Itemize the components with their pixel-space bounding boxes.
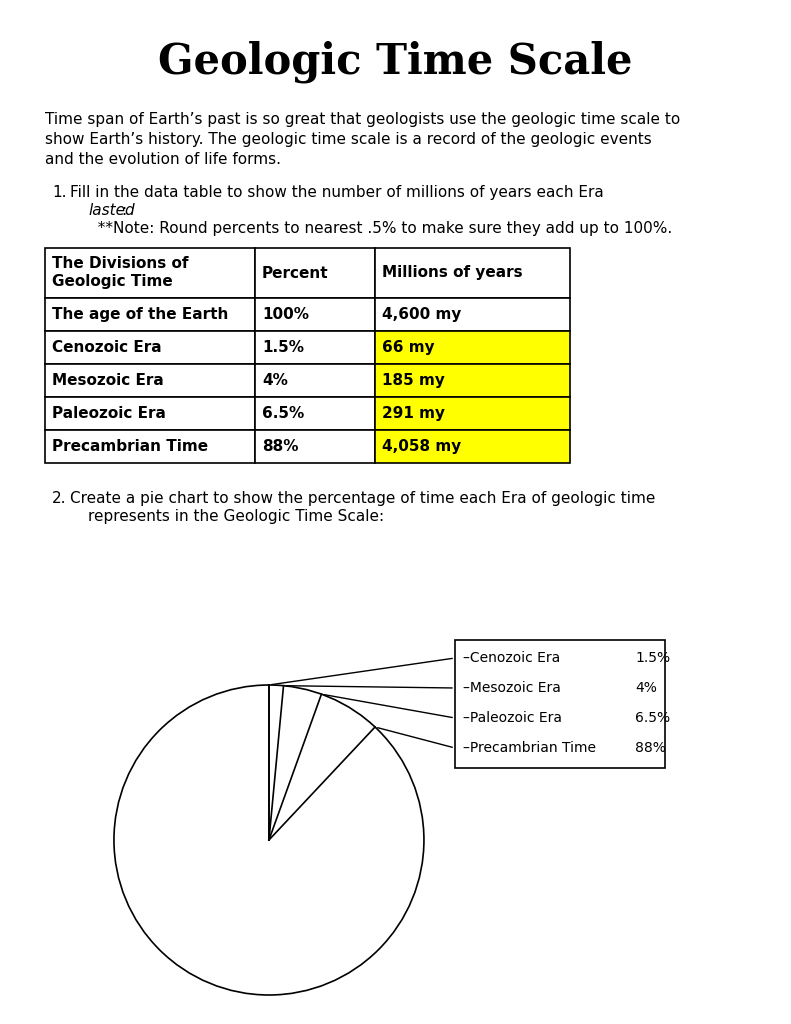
- Text: lasted: lasted: [88, 203, 134, 218]
- Text: 291 my: 291 my: [382, 406, 445, 421]
- Bar: [255, 331, 375, 364]
- Text: and the evolution of life forms.: and the evolution of life forms.: [45, 152, 281, 167]
- Bar: [375, 397, 570, 430]
- Bar: [255, 248, 375, 298]
- Bar: [375, 248, 570, 298]
- Text: Percent: Percent: [262, 265, 328, 281]
- Text: Create a pie chart to show the percentage of time each Era of geologic time: Create a pie chart to show the percentag…: [70, 490, 656, 506]
- Bar: [45, 248, 255, 298]
- Text: represents in the Geologic Time Scale:: represents in the Geologic Time Scale:: [88, 509, 384, 524]
- Text: 2.: 2.: [52, 490, 66, 506]
- Text: 1.5%: 1.5%: [635, 651, 670, 665]
- Text: show Earth’s history. The geologic time scale is a record of the geologic events: show Earth’s history. The geologic time …: [45, 132, 652, 147]
- Text: **Note: Round percents to nearest .5% to make sure they add up to 100%.: **Note: Round percents to nearest .5% to…: [88, 221, 672, 236]
- Text: 88%: 88%: [635, 741, 666, 755]
- Bar: [255, 430, 375, 463]
- Bar: [45, 298, 255, 331]
- Text: –Paleozoic Era: –Paleozoic Era: [463, 711, 562, 725]
- Text: 100%: 100%: [262, 307, 309, 322]
- Text: Time span of Earth’s past is so great that geologists use the geologic time scal: Time span of Earth’s past is so great th…: [45, 112, 680, 127]
- Text: Geologic Time: Geologic Time: [52, 274, 172, 289]
- Bar: [375, 430, 570, 463]
- Text: Cenozoic Era: Cenozoic Era: [52, 340, 161, 355]
- Text: Paleozoic Era: Paleozoic Era: [52, 406, 166, 421]
- Bar: [255, 364, 375, 397]
- Bar: [255, 298, 375, 331]
- Text: 6.5%: 6.5%: [262, 406, 305, 421]
- Text: The Divisions of: The Divisions of: [52, 256, 188, 271]
- Text: Geologic Time Scale: Geologic Time Scale: [157, 41, 632, 83]
- Text: 88%: 88%: [262, 439, 298, 454]
- Text: 66 my: 66 my: [382, 340, 434, 355]
- Text: Mesozoic Era: Mesozoic Era: [52, 373, 164, 388]
- Bar: [45, 364, 255, 397]
- Text: The age of the Earth: The age of the Earth: [52, 307, 229, 322]
- Text: :: :: [121, 203, 126, 218]
- Text: 6.5%: 6.5%: [635, 711, 670, 725]
- Text: 4,600 my: 4,600 my: [382, 307, 461, 322]
- Text: –Mesozoic Era: –Mesozoic Era: [463, 681, 561, 695]
- Bar: [455, 640, 665, 768]
- Text: 4,058 my: 4,058 my: [382, 439, 461, 454]
- Text: Millions of years: Millions of years: [382, 265, 523, 281]
- Text: 1.5%: 1.5%: [262, 340, 304, 355]
- Bar: [375, 298, 570, 331]
- Text: 4%: 4%: [635, 681, 657, 695]
- Text: 4%: 4%: [262, 373, 288, 388]
- Text: Precambrian Time: Precambrian Time: [52, 439, 208, 454]
- Text: 1.: 1.: [52, 185, 66, 200]
- Bar: [255, 397, 375, 430]
- Bar: [45, 397, 255, 430]
- Bar: [375, 364, 570, 397]
- Text: Fill in the data table to show the number of millions of years each Era: Fill in the data table to show the numbe…: [70, 185, 604, 200]
- Bar: [45, 331, 255, 364]
- Bar: [375, 331, 570, 364]
- Text: –Cenozoic Era: –Cenozoic Era: [463, 651, 560, 665]
- Bar: [45, 430, 255, 463]
- Text: –Precambrian Time: –Precambrian Time: [463, 741, 596, 755]
- Text: 185 my: 185 my: [382, 373, 445, 388]
